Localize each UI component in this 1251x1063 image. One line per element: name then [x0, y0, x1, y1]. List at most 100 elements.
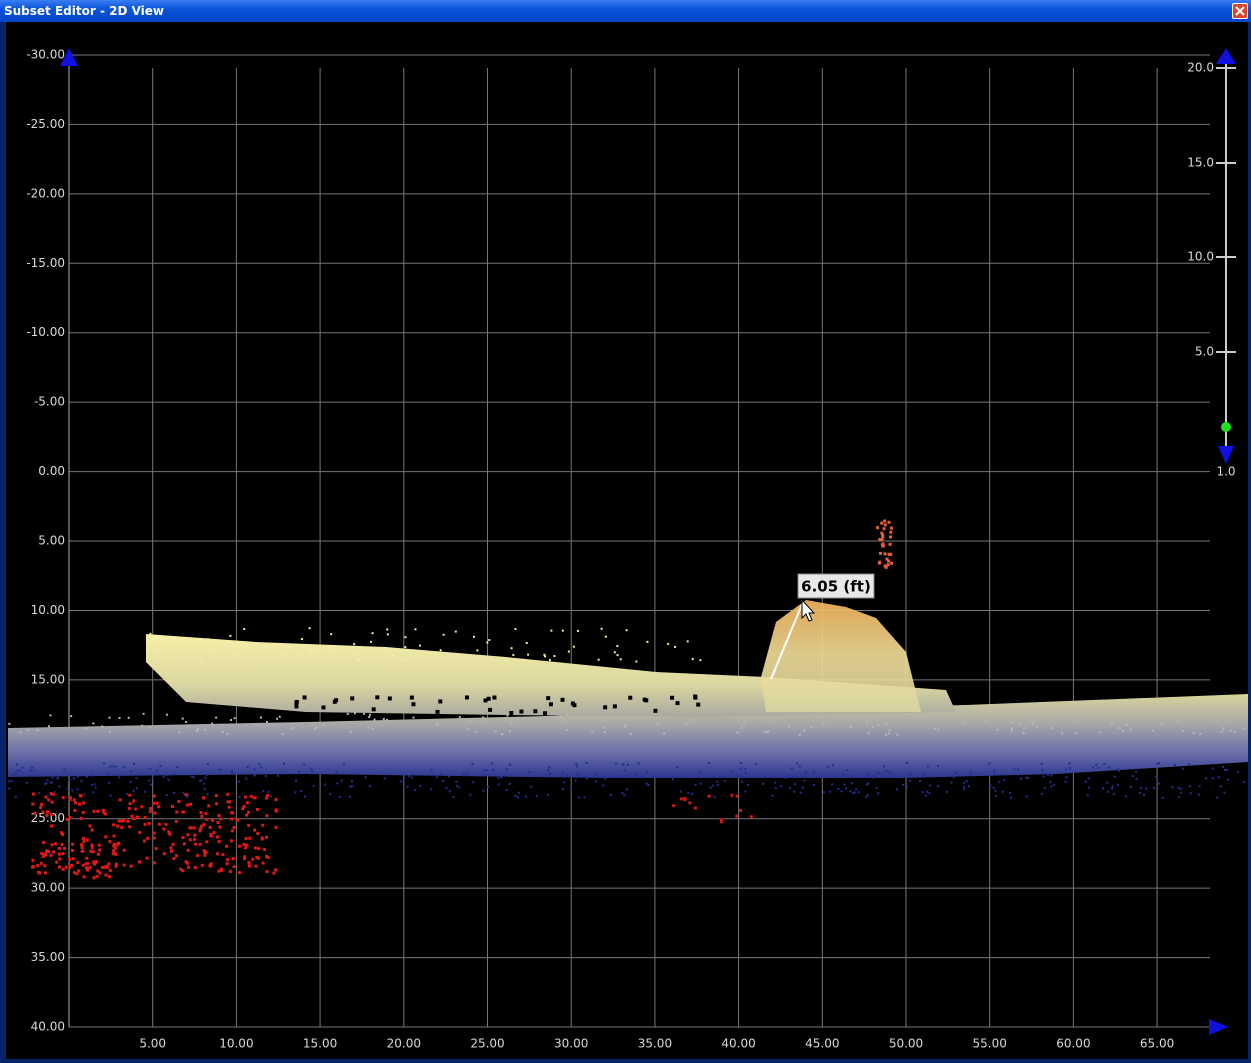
- x-tick-label: 45.00: [805, 1037, 839, 1051]
- point: [653, 709, 657, 713]
- point: [83, 875, 86, 878]
- point: [119, 798, 122, 801]
- point: [775, 787, 777, 789]
- point: [1122, 730, 1124, 732]
- point: [509, 783, 511, 785]
- point: [1113, 793, 1115, 795]
- point: [178, 731, 180, 733]
- point: [953, 776, 955, 778]
- point: [1135, 771, 1137, 773]
- point: [201, 864, 204, 867]
- point: [205, 812, 208, 815]
- point: [950, 782, 952, 784]
- point: [1125, 796, 1127, 798]
- point: [71, 843, 74, 846]
- point: [236, 654, 238, 656]
- point: [294, 791, 296, 793]
- point: [880, 532, 883, 535]
- point: [1177, 720, 1179, 722]
- point: [526, 642, 528, 644]
- point: [810, 726, 812, 728]
- point: [121, 820, 124, 823]
- point: [136, 816, 139, 819]
- point: [112, 845, 115, 848]
- point: [168, 779, 170, 781]
- point: [309, 627, 311, 629]
- point: [36, 864, 39, 867]
- scale-slider[interactable]: [1221, 422, 1231, 432]
- point: [868, 732, 870, 734]
- point: [927, 765, 929, 767]
- point: [245, 778, 247, 780]
- point: [113, 765, 115, 767]
- point: [260, 716, 262, 718]
- point: [605, 636, 607, 638]
- point: [130, 770, 132, 772]
- point: [562, 788, 564, 790]
- point: [1043, 776, 1045, 778]
- point: [712, 785, 714, 787]
- point: [985, 717, 987, 719]
- point: [140, 805, 143, 808]
- scale-label: 1.0: [1216, 465, 1235, 479]
- point: [483, 698, 487, 702]
- point: [82, 864, 85, 867]
- point: [1053, 784, 1055, 786]
- point: [774, 782, 776, 784]
- point: [149, 726, 151, 728]
- point: [624, 724, 626, 726]
- point: [407, 786, 409, 788]
- point: [497, 777, 499, 779]
- point: [431, 769, 433, 771]
- point: [369, 714, 371, 716]
- point: [672, 778, 674, 780]
- point: [358, 654, 360, 656]
- point: [1099, 731, 1101, 733]
- point: [270, 795, 272, 797]
- point: [410, 696, 414, 700]
- point: [866, 722, 868, 724]
- point: [1114, 776, 1116, 778]
- point: [301, 638, 303, 640]
- point: [720, 820, 723, 823]
- point: [962, 722, 964, 724]
- point: [1014, 717, 1016, 719]
- point: [866, 794, 868, 796]
- point: [243, 805, 246, 808]
- point: [549, 659, 551, 661]
- point: [1224, 769, 1226, 771]
- point: [203, 854, 206, 857]
- point: [254, 775, 256, 777]
- point: [153, 812, 156, 815]
- point: [1050, 785, 1052, 787]
- point: [187, 794, 189, 796]
- point: [97, 853, 100, 856]
- point: [867, 782, 869, 784]
- point: [234, 717, 236, 719]
- point: [86, 776, 88, 778]
- point: [411, 702, 415, 706]
- close-button[interactable]: [1232, 3, 1248, 19]
- point: [387, 633, 389, 635]
- point: [823, 791, 825, 793]
- point: [177, 800, 180, 803]
- point: [883, 520, 886, 523]
- point: [34, 812, 37, 815]
- point: [351, 785, 353, 787]
- point: [146, 648, 148, 650]
- point: [471, 720, 473, 722]
- point: [926, 791, 928, 793]
- point: [58, 866, 61, 869]
- point: [188, 725, 190, 727]
- point: [1065, 776, 1067, 778]
- point: [628, 696, 632, 700]
- point: [928, 792, 930, 794]
- point: [68, 858, 71, 861]
- point: [228, 800, 231, 803]
- point: [274, 808, 277, 811]
- point: [536, 795, 538, 797]
- point: [123, 849, 126, 852]
- point: [267, 647, 269, 649]
- y-tick-label: 40.00: [31, 1020, 65, 1034]
- point: [68, 864, 71, 867]
